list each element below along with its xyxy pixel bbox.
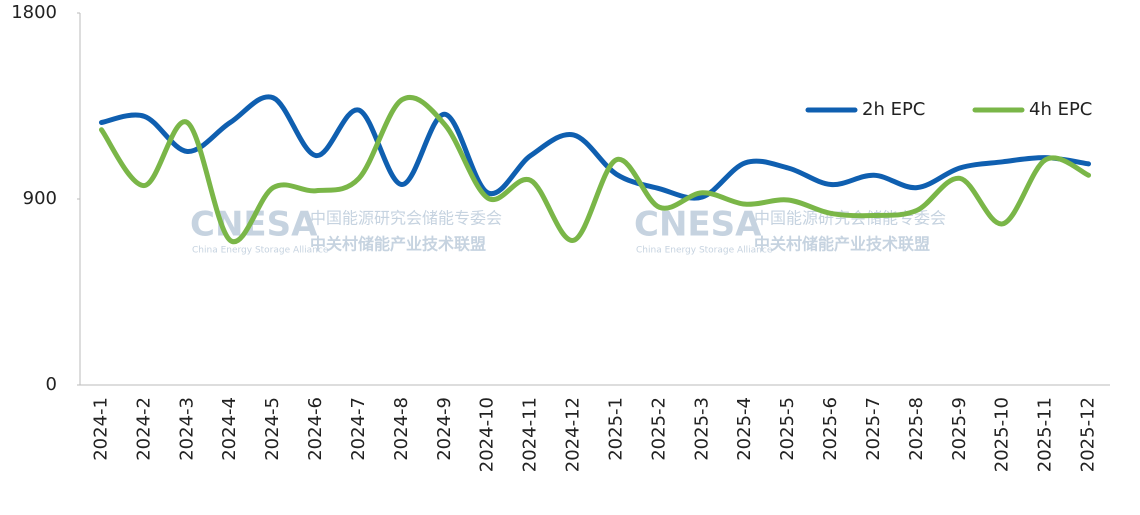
- watermark-english: China Energy Storage Alliance: [636, 246, 773, 256]
- legend-label: 4h EPC: [1029, 99, 1092, 120]
- x-tick-label: 2024-10: [477, 397, 498, 472]
- x-tick-label: 2024-7: [348, 397, 369, 461]
- watermark-english: China Energy Storage Alliance: [192, 246, 329, 256]
- x-tick-label: 2025-3: [691, 397, 712, 461]
- x-tick-label: 2025-8: [906, 397, 927, 461]
- x-tick-label: 2024-4: [219, 397, 240, 461]
- x-tick-label: 2024-2: [133, 397, 154, 461]
- x-tick-label: 2025-4: [734, 397, 755, 461]
- series-line: [98, 95, 1092, 245]
- y-tick-label: 0: [46, 374, 57, 395]
- legend-label: 2h EPC: [862, 99, 925, 120]
- watermark-logo: CNESA: [634, 205, 762, 245]
- watermark-line2: 中关村储能产业技术联盟: [310, 235, 486, 254]
- x-tick-label: 2025-6: [820, 397, 841, 461]
- watermark-logo: CNESA: [190, 205, 318, 245]
- x-tick-label: 2025-2: [648, 397, 669, 461]
- watermark-line1: 中国能源研究会储能专委会: [310, 209, 502, 228]
- y-tick-label: 900: [23, 188, 57, 209]
- x-tick-label: 2024-3: [176, 397, 197, 461]
- series-line: [98, 94, 1092, 201]
- x-tick-label: 2025-12: [1078, 397, 1099, 472]
- x-tick-label: 2025-9: [949, 397, 970, 461]
- x-tick-label: 2025-5: [777, 397, 798, 461]
- x-tick-label: 2025-1: [605, 397, 626, 461]
- x-tick-label: 2024-9: [434, 397, 455, 461]
- x-tick-label: 2025-10: [992, 397, 1013, 472]
- x-tick-label: 2024-1: [90, 397, 111, 461]
- x-tick-label: 2024-5: [262, 397, 283, 461]
- x-tick-label: 2025-11: [1035, 397, 1056, 472]
- x-tick-label: 2024-11: [520, 397, 541, 472]
- x-tick-label: 2024-12: [563, 397, 584, 472]
- x-tick-label: 2025-7: [863, 397, 884, 461]
- x-tick-label: 2024-8: [391, 397, 412, 461]
- y-tick-label: 1800: [11, 2, 57, 23]
- x-tick-label: 2024-6: [305, 397, 326, 461]
- watermark-line2: 中关村储能产业技术联盟: [754, 235, 930, 254]
